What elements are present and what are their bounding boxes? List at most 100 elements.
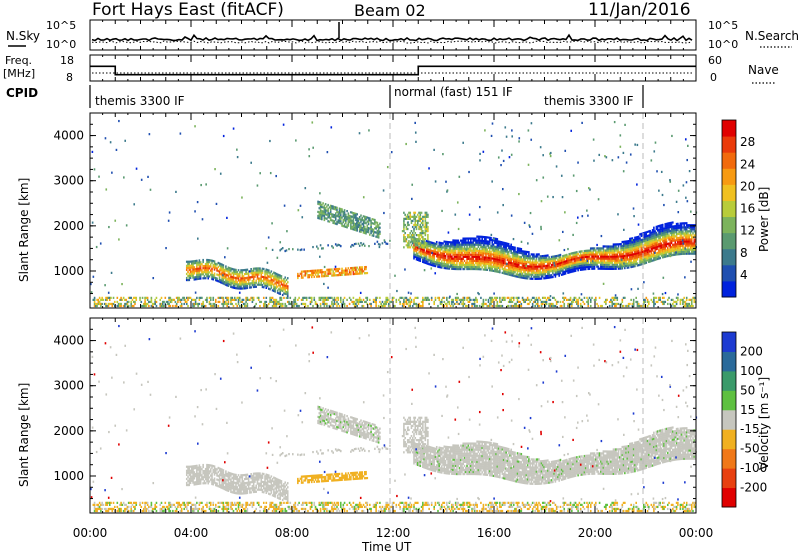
power-echo — [337, 274, 340, 277]
power-echo — [404, 238, 406, 241]
power-echo — [605, 251, 607, 254]
power-echo — [416, 252, 419, 255]
power-echo — [558, 262, 560, 265]
power-echo — [516, 304, 519, 308]
power-echo — [414, 244, 417, 247]
power-echo — [523, 270, 525, 273]
power-echo — [230, 277, 232, 280]
power-echo — [690, 242, 693, 245]
power-echo — [324, 217, 327, 220]
power-echo — [636, 264, 639, 267]
power-echo — [496, 244, 499, 247]
power-echo — [645, 255, 648, 258]
power-echo — [336, 208, 338, 211]
power-echo — [521, 298, 524, 302]
power-echo — [617, 249, 620, 252]
power-echo — [451, 245, 453, 248]
power-echo — [567, 302, 569, 306]
power-echo — [624, 264, 626, 268]
power-echo — [544, 275, 547, 278]
power-echo — [217, 300, 220, 304]
power-echo — [670, 223, 673, 226]
power-echo — [411, 219, 414, 223]
power-echo — [418, 242, 420, 245]
power-echo — [466, 296, 468, 299]
power-echo — [505, 254, 507, 257]
power-echo — [111, 302, 114, 306]
power-echo — [562, 269, 564, 272]
power-echo — [270, 298, 273, 302]
power-echo — [569, 258, 572, 261]
power-echo — [238, 273, 241, 276]
power-echo — [463, 251, 466, 254]
power-echo — [424, 221, 427, 225]
power-echo — [603, 259, 606, 262]
power-echo — [413, 302, 415, 306]
power-echo — [684, 252, 687, 255]
power-echo — [446, 296, 448, 299]
power-echo — [692, 224, 694, 227]
power-echo — [581, 262, 583, 265]
power-echo — [668, 234, 670, 237]
power-echo — [627, 246, 630, 249]
power-echo — [237, 273, 240, 276]
power-echo — [504, 241, 506, 245]
power-echo — [302, 270, 304, 273]
power-echo — [458, 261, 461, 265]
power-echo — [653, 250, 655, 254]
power-echo — [343, 302, 346, 306]
power-echo — [134, 300, 136, 304]
power-echo — [494, 265, 496, 269]
power-echo — [495, 268, 497, 271]
power-echo — [336, 214, 338, 218]
power-echo — [427, 260, 429, 263]
power-echo — [461, 249, 463, 252]
power-echo — [196, 302, 198, 306]
power-echo — [544, 260, 547, 264]
power-echo — [509, 273, 511, 276]
power-echo — [217, 274, 220, 277]
power-echo — [511, 274, 514, 277]
power-echo — [119, 302, 121, 306]
power-echo — [464, 265, 467, 269]
power-echo — [260, 283, 263, 286]
power-echo — [105, 304, 107, 308]
power-echo — [353, 224, 356, 227]
power-echo — [379, 296, 381, 299]
power-echo — [653, 234, 655, 237]
power-echo — [644, 251, 646, 255]
power-echo — [428, 252, 430, 256]
nsky-panel: N.Sky 10^5 10^0 10^5 10^0 N.Search — [6, 19, 799, 51]
power-echo — [495, 239, 497, 243]
power-echo — [486, 258, 489, 261]
power-echo — [146, 298, 149, 302]
power-echo — [236, 281, 239, 284]
power-echo — [334, 298, 337, 302]
power-echo — [351, 219, 353, 222]
power-echo — [501, 304, 504, 308]
power-echo — [608, 247, 611, 250]
power-echo — [262, 278, 265, 281]
power-echo — [185, 276, 188, 280]
power-echo — [521, 296, 524, 299]
power-echo — [264, 300, 266, 304]
power-echo — [598, 261, 601, 264]
power-echo — [355, 302, 357, 306]
power-echo — [358, 228, 361, 231]
power-echo — [601, 261, 603, 264]
power-echo — [221, 302, 223, 306]
power-echo — [685, 222, 688, 225]
power-echo — [464, 255, 467, 258]
power-echo — [678, 248, 680, 252]
power-echo — [408, 298, 410, 302]
power-echo — [177, 300, 179, 304]
power-echo — [472, 253, 475, 256]
power-echo — [572, 266, 574, 269]
power-echo — [452, 304, 454, 308]
power-echo — [245, 298, 247, 302]
power-echo — [456, 241, 458, 244]
power-echo — [648, 234, 650, 237]
power-echo — [494, 241, 496, 244]
power-echo — [452, 300, 454, 304]
power-echo — [579, 302, 582, 306]
